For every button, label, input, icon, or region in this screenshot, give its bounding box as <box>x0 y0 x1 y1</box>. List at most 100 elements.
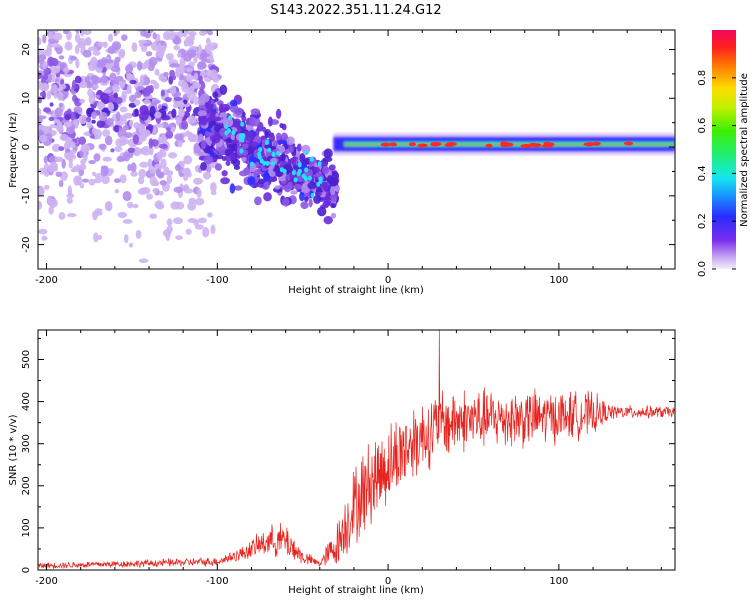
spectrogram-blob <box>197 110 207 117</box>
spectrogram-blob <box>43 73 48 80</box>
spectrogram-blob <box>91 23 98 27</box>
spectrogram-blob <box>225 160 231 166</box>
spectrogram-blob <box>209 69 218 80</box>
spectrogram-blob <box>67 185 72 196</box>
spectrogram-blob <box>38 200 43 211</box>
y-tick-label: 100 <box>21 518 32 537</box>
spectrogram-blob <box>177 101 185 109</box>
spectrogram-blob <box>83 152 88 162</box>
spectrogram-blob <box>212 136 221 144</box>
spectrogram-blob <box>148 56 158 66</box>
spectrogram-blob <box>164 3 173 8</box>
spectrogram-blob <box>329 176 339 187</box>
spectrogram-blob <box>172 10 177 20</box>
spectrogram-blob <box>121 90 127 101</box>
spectrogram-blob <box>200 161 207 171</box>
colorbar: 0.0 0.2 0.4 0.6 0.8 Normalized spectral ampl… <box>697 30 750 277</box>
spectrogram-blob <box>233 185 243 191</box>
spectrogram-blob <box>231 142 238 152</box>
snr-y-label: SNR (10 * v/v) <box>8 414 19 485</box>
spectrogram-blob <box>43 67 52 75</box>
spectrogram-blob <box>38 134 48 143</box>
spectrogram-blob <box>194 19 200 29</box>
spectrogram-blob <box>65 148 71 153</box>
y-tick-label: 0 <box>21 144 32 150</box>
spectrogram-blob <box>173 8 180 14</box>
spectrogram-blob <box>101 175 110 185</box>
spectrogram-speck <box>318 176 323 182</box>
spectrogram-blob <box>129 79 137 85</box>
spectrogram-blob <box>136 60 143 71</box>
spectrogram-blob <box>38 117 43 124</box>
line-hotspot <box>623 141 634 146</box>
spectrogram-blob <box>192 80 198 89</box>
spectrogram-blob <box>177 52 182 58</box>
spectrogram-blob <box>79 98 86 104</box>
spectrogram-blob <box>146 193 153 200</box>
spectrogram-blob <box>267 116 273 127</box>
spectrogram-blob <box>185 130 191 137</box>
spectrogram-blob <box>152 32 157 40</box>
x-tick-label: 0 <box>385 576 391 587</box>
spectrogram-blob <box>81 178 89 183</box>
spectrogram-blob <box>193 146 202 154</box>
spectrogram-blob <box>180 120 189 130</box>
spectrogram-blob <box>127 201 134 209</box>
x-tick-label: -100 <box>206 576 229 587</box>
spectrogram-speck <box>270 161 275 167</box>
spectrogram-blob <box>137 176 145 185</box>
spectrogram-blob <box>323 216 333 225</box>
spectrogram-blob <box>108 33 114 42</box>
line-hotspot <box>520 144 532 149</box>
spectrogram-blob <box>173 96 183 101</box>
spectrogram-blob <box>277 176 286 182</box>
spectrogram-blob <box>38 80 43 90</box>
spectrogram-blob <box>96 120 106 129</box>
snr-series-line <box>38 330 675 570</box>
spectrogram-blob <box>290 190 298 195</box>
spectrogram-blob <box>112 83 120 93</box>
spectrogram-x-label: Height of straight line (km) <box>288 285 424 296</box>
spectrogram-blob <box>50 72 56 83</box>
spectrogram-blob <box>122 191 132 202</box>
spectrogram-blob <box>92 84 99 89</box>
spectrogram-blob <box>330 202 336 209</box>
spectrogram-blob <box>293 183 302 191</box>
spectrogram-blob <box>155 168 162 178</box>
spectrogram-blob <box>92 50 101 56</box>
spectrogram-blob <box>154 200 164 210</box>
spectrogram-blob <box>197 44 203 55</box>
spectrogram-blob <box>113 125 120 133</box>
spectrogram-blob <box>243 131 254 136</box>
spectrogram-blob <box>175 235 183 240</box>
spectrogram-blob <box>138 258 149 264</box>
spectrogram-speck <box>310 192 315 198</box>
spectrogram-blob <box>137 188 148 196</box>
spectrogram-blob <box>138 111 149 121</box>
spectrogram-blob <box>150 79 157 85</box>
spectrogram-blob <box>50 166 58 172</box>
spectrogram-blob <box>179 73 184 80</box>
spectrogram-blob <box>183 0 191 1</box>
spectrogram-blob <box>132 203 139 209</box>
spectrogram-blob <box>137 30 144 32</box>
spectrogram-blob <box>100 74 108 84</box>
line-hotspot <box>444 142 455 147</box>
spectrogram-blob <box>96 59 106 69</box>
spectrogram-blob <box>277 139 288 145</box>
line-hotspot <box>389 142 397 147</box>
spectrogram-blob <box>54 43 61 48</box>
spectrogram-blob <box>141 145 151 156</box>
spectrogram-blob <box>204 44 211 53</box>
spectrogram-blob <box>58 212 66 220</box>
spectrogram-blob <box>334 185 340 192</box>
spectrogram-x-ticks: -200 -100 0 100 <box>35 30 662 286</box>
spectrogram-blob <box>211 0 218 9</box>
spectrogram-blob <box>61 14 68 23</box>
spectrogram-blob <box>116 155 125 163</box>
spectrogram-blob <box>154 164 163 169</box>
spectrogram-blob <box>41 14 50 22</box>
y-tick-label: 400 <box>21 392 32 411</box>
spectrogram-blob <box>219 112 228 118</box>
spectrogram-blob <box>70 168 77 173</box>
